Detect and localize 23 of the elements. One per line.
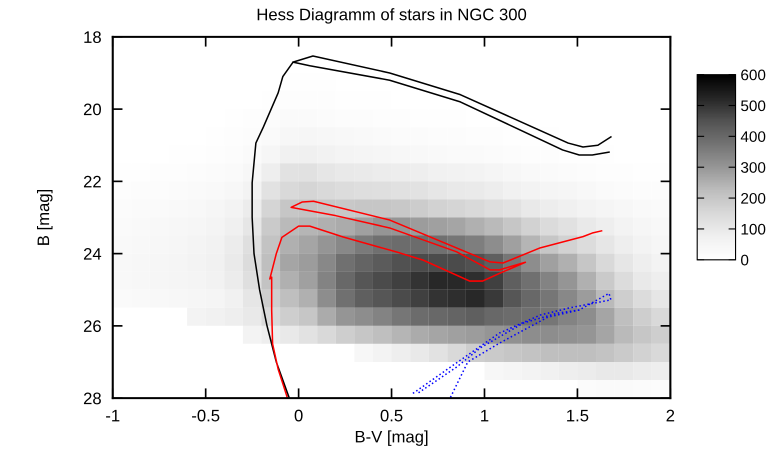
chart-title: Hess Diagramm of stars in NGC 300	[258, 8, 526, 24]
y-tick-label: 24	[84, 248, 102, 260]
x-tick-label: -1	[106, 410, 120, 422]
x-tick-label: 0	[294, 410, 303, 422]
x-tick-label: 2	[666, 410, 674, 422]
x-tick-label: 0.5	[380, 410, 402, 422]
color-bar-label: 200	[741, 192, 766, 204]
x-tick-label: 1	[481, 410, 488, 422]
y-axis-title: B [mag]	[37, 190, 53, 245]
color-bar-label: 100	[742, 224, 766, 235]
color-bar-label: 400	[740, 131, 766, 142]
color-bar-label: 0	[741, 254, 748, 266]
x-tick-label: -0.5	[192, 410, 220, 422]
y-tick-label: 20	[84, 104, 101, 116]
y-tick-label: 26	[84, 320, 101, 332]
y-tick-label: 28	[84, 392, 101, 404]
color-bar-label: 600	[741, 69, 766, 80]
x-axis-title: B-V [mag]	[356, 430, 428, 446]
x-tick-label: 1.5	[567, 410, 588, 422]
y-tick-label: 18	[84, 31, 101, 44]
color-bar-label: 300	[740, 162, 766, 173]
color-bar-label: 500	[741, 100, 766, 112]
y-tick-label: 22	[84, 176, 101, 188]
